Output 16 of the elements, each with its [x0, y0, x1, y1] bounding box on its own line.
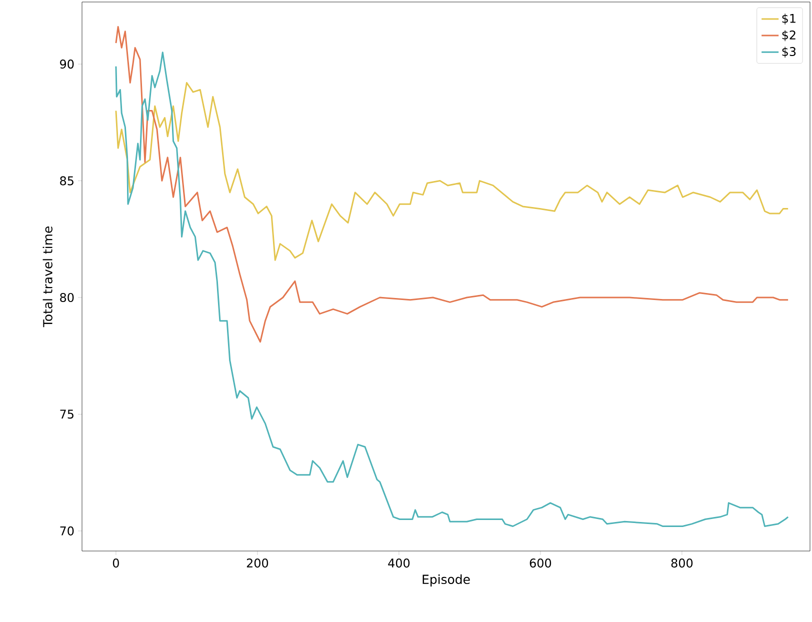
line-series	[115, 82, 789, 261]
y-tick-label: 90	[60, 60, 74, 69]
legend-label: $2	[782, 30, 796, 42]
x-tick-label: 200	[246, 558, 268, 568]
x-tick-label: 800	[671, 558, 693, 568]
y-axis-title: Total travel time	[42, 226, 52, 328]
y-tick-label: 70	[60, 526, 74, 536]
y-tick-label: 80	[60, 292, 74, 302]
x-tick-label: 400	[388, 558, 410, 568]
y-tick-label: 85	[60, 176, 74, 186]
x-tick-label: 0	[112, 558, 119, 568]
legend-label: $1	[782, 14, 796, 25]
x-tick-label: 600	[530, 558, 552, 568]
x-axis-title: Episode	[422, 574, 470, 586]
y-tick-label: 75	[60, 410, 74, 419]
legend-label: $3	[782, 46, 796, 58]
